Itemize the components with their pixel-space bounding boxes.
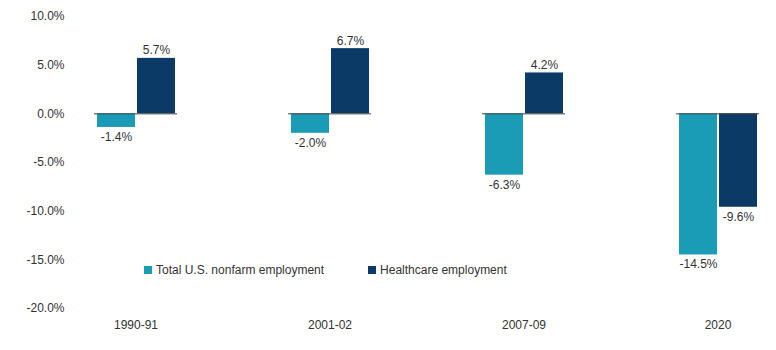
svg-text:1990-91: 1990-91 — [114, 318, 158, 332]
svg-text:2007-09: 2007-09 — [502, 318, 546, 332]
svg-text:-10.0%: -10.0% — [26, 204, 64, 218]
svg-text:6.7%: 6.7% — [337, 34, 365, 48]
html-text:Total U.S. nonfarm employment: Total U.S. nonfarm employment — [156, 263, 325, 277]
svg-text:5.7%: 5.7% — [143, 43, 171, 57]
svg-text:-6.3%: -6.3% — [489, 178, 521, 192]
svg-text:5.0%: 5.0% — [37, 58, 65, 72]
svg-text:-5.0%: -5.0% — [33, 155, 65, 169]
svg-text:2001-02: 2001-02 — [308, 318, 352, 332]
svg-text:-20.0%: -20.0% — [26, 301, 64, 315]
svg-text:-1.4%: -1.4% — [101, 130, 133, 144]
svg-text:-14.5%: -14.5% — [679, 257, 717, 271]
svg-text:4.2%: 4.2% — [531, 58, 559, 72]
svg-text:-15.0%: -15.0% — [26, 253, 64, 267]
svg-text:-9.6%: -9.6% — [723, 210, 755, 224]
svg-text:0.0%: 0.0% — [37, 107, 65, 121]
svg-text:10.0%: 10.0% — [30, 9, 64, 23]
svg-text:2020: 2020 — [705, 318, 732, 332]
svg-text:-2.0%: -2.0% — [295, 136, 327, 150]
html-text:Healthcare employment: Healthcare employment — [380, 263, 507, 277]
